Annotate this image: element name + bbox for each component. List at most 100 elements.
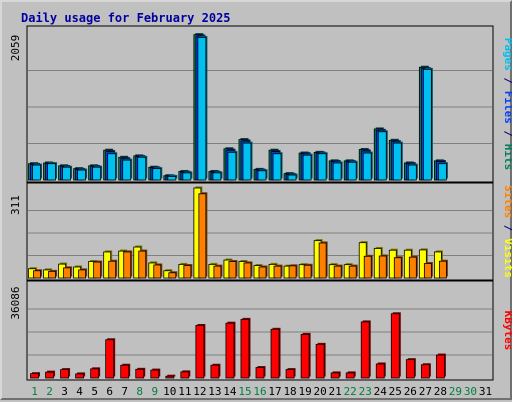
axis-label-part: KBytes xyxy=(502,311,512,351)
axis-label-kbytes: KBytes xyxy=(502,311,512,351)
bar-kbytes-day-18 xyxy=(285,369,295,379)
x-tick-label: 12 xyxy=(193,385,206,398)
bar-kbytes-day-10 xyxy=(165,375,175,379)
bar-sites-day-22 xyxy=(348,265,357,279)
y-max-label: 36086 xyxy=(9,286,22,319)
x-tick-label: 25 xyxy=(389,385,402,398)
x-tick-label: 23 xyxy=(359,385,372,398)
bar-sites-day-26 xyxy=(408,256,417,279)
x-tick-label: 22 xyxy=(344,385,357,398)
bar-sites-day-10 xyxy=(168,272,177,279)
bar-kbytes-day-3 xyxy=(60,369,69,379)
y-max-label: 2059 xyxy=(9,35,22,62)
bar-kbytes-day-9 xyxy=(150,369,160,379)
bar-kbytes-day-14 xyxy=(225,322,235,379)
bar-sites-day-2 xyxy=(48,270,56,279)
bar-kbytes-day-1 xyxy=(30,373,39,379)
bar-pages-day-8 xyxy=(137,156,147,181)
bar-kbytes-day-17 xyxy=(270,328,280,379)
x-tick-label: 16 xyxy=(253,385,266,398)
bar-pages-day-6 xyxy=(107,153,117,181)
bar-pages-day-19 xyxy=(302,154,312,181)
bar-kbytes-day-21 xyxy=(330,372,340,379)
bar-sites-day-23 xyxy=(363,255,372,279)
x-tick-label: 27 xyxy=(419,385,432,398)
bar-pages-day-15 xyxy=(242,142,252,181)
bar-sites-day-6 xyxy=(108,260,117,279)
bar-kbytes-day-13 xyxy=(210,364,220,379)
x-tick-label: 30 xyxy=(464,385,477,398)
axis-label-part: Pages xyxy=(502,38,512,71)
bar-kbytes-day-7 xyxy=(120,364,130,379)
x-tick-label: 20 xyxy=(314,385,327,398)
bar-pages-day-11 xyxy=(182,172,192,181)
bar-kbytes-day-11 xyxy=(180,371,190,379)
axis-label-part: Visits xyxy=(502,238,512,278)
bar-pages-day-28 xyxy=(437,163,447,181)
bar-sites-day-5 xyxy=(93,261,102,279)
axis-label-part: Files xyxy=(502,91,512,124)
bar-sites-day-8 xyxy=(138,250,147,279)
bar-sites-day-3 xyxy=(63,267,71,279)
x-tick-label: 18 xyxy=(283,385,296,398)
bar-sites-day-19 xyxy=(303,264,312,279)
bar-sites-day-9 xyxy=(153,264,162,279)
x-tick-label: 4 xyxy=(76,385,83,398)
x-tick-label: 8 xyxy=(136,385,143,398)
axis-label-part: Hits xyxy=(502,144,512,171)
x-tick-label: 28 xyxy=(434,385,447,398)
bar-pages-day-1 xyxy=(32,164,41,181)
bar-kbytes-day-5 xyxy=(90,368,100,379)
chart-title: Daily usage for February 2025 xyxy=(21,11,231,25)
bar-sites-day-16 xyxy=(258,266,267,279)
bar-pages-day-10 xyxy=(167,176,177,181)
bar-pages-day-18 xyxy=(287,174,297,181)
bar-pages-day-27 xyxy=(422,68,432,181)
bar-sites-day-4 xyxy=(78,269,87,279)
x-tick-label: 15 xyxy=(238,385,251,398)
x-tick-label: 10 xyxy=(163,385,176,398)
bar-sites-day-20 xyxy=(318,242,327,279)
bar-kbytes-day-23 xyxy=(360,321,370,379)
x-tick-label: 7 xyxy=(121,385,128,398)
bar-sites-day-11 xyxy=(183,265,192,279)
bar-kbytes-day-6 xyxy=(105,339,115,379)
x-tick-label: 21 xyxy=(329,385,342,398)
bar-sites-day-12 xyxy=(198,193,207,279)
bar-sites-day-13 xyxy=(213,265,222,279)
bar-sites-day-24 xyxy=(378,255,387,279)
bar-pages-day-3 xyxy=(62,166,71,181)
bar-pages-day-5 xyxy=(92,166,102,181)
bar-pages-day-22 xyxy=(347,161,357,181)
bar-sites-day-21 xyxy=(333,265,342,279)
bar-pages-day-24 xyxy=(377,131,387,181)
bar-sites-day-15 xyxy=(243,262,252,279)
bar-kbytes-day-15 xyxy=(240,318,250,379)
axis-label-visits_sites: Sites / Visits xyxy=(502,185,512,278)
bar-pages-day-16 xyxy=(257,170,267,181)
bar-sites-day-18 xyxy=(288,265,297,279)
x-tick-label: 17 xyxy=(268,385,281,398)
bar-kbytes-day-28 xyxy=(435,354,445,379)
bar-kbytes-day-2 xyxy=(45,371,54,379)
bar-kbytes-day-8 xyxy=(135,368,145,379)
bar-sites-day-27 xyxy=(423,263,432,279)
bar-pages-day-23 xyxy=(362,152,372,181)
bar-sites-day-1 xyxy=(33,270,41,279)
bar-sites-day-7 xyxy=(123,251,132,279)
bar-kbytes-day-19 xyxy=(300,334,310,379)
x-tick-label: 6 xyxy=(106,385,113,398)
bar-kbytes-day-16 xyxy=(255,367,265,379)
bar-pages-day-26 xyxy=(407,164,417,181)
x-tick-label: 29 xyxy=(449,385,462,398)
x-tick-label: 26 xyxy=(404,385,417,398)
x-tick-label: 3 xyxy=(61,385,68,398)
bar-pages-day-2 xyxy=(47,163,56,181)
bar-kbytes-day-4 xyxy=(75,373,85,379)
bar-sites-day-28 xyxy=(438,260,447,279)
bar-pages-day-7 xyxy=(122,159,132,181)
bar-pages-day-13 xyxy=(212,172,222,181)
bar-sites-day-25 xyxy=(393,257,402,279)
